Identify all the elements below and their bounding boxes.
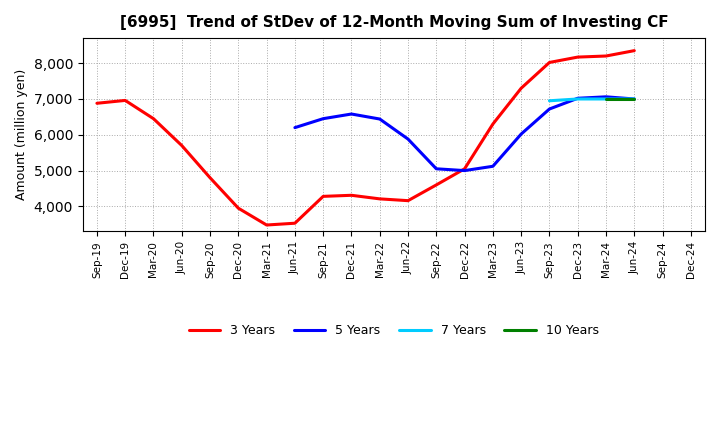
3 Years xyxy=(630,48,639,53)
5 Years xyxy=(460,168,469,173)
3 Years xyxy=(177,143,186,148)
3 Years xyxy=(121,98,130,103)
3 Years xyxy=(517,86,526,91)
3 Years xyxy=(319,194,328,199)
5 Years xyxy=(375,117,384,122)
3 Years xyxy=(432,182,441,187)
3 Years xyxy=(291,220,300,226)
3 Years xyxy=(602,53,611,59)
5 Years xyxy=(573,95,582,101)
3 Years xyxy=(404,198,413,203)
7 Years xyxy=(545,98,554,103)
7 Years xyxy=(630,96,639,102)
3 Years xyxy=(375,196,384,202)
5 Years xyxy=(347,111,356,117)
7 Years xyxy=(602,96,611,102)
5 Years xyxy=(319,116,328,121)
5 Years xyxy=(489,164,498,169)
3 Years xyxy=(489,121,498,127)
3 Years xyxy=(460,166,469,172)
Line: 5 Years: 5 Years xyxy=(295,97,634,171)
Line: 7 Years: 7 Years xyxy=(549,99,634,101)
Title: [6995]  Trend of StDev of 12-Month Moving Sum of Investing CF: [6995] Trend of StDev of 12-Month Moving… xyxy=(120,15,668,30)
Y-axis label: Amount (million yen): Amount (million yen) xyxy=(15,69,28,200)
3 Years xyxy=(93,101,102,106)
5 Years xyxy=(432,166,441,172)
3 Years xyxy=(262,222,271,227)
Legend: 3 Years, 5 Years, 7 Years, 10 Years: 3 Years, 5 Years, 7 Years, 10 Years xyxy=(184,319,603,342)
5 Years xyxy=(291,125,300,130)
5 Years xyxy=(404,136,413,142)
3 Years xyxy=(545,60,554,65)
3 Years xyxy=(573,55,582,60)
5 Years xyxy=(630,96,639,102)
Line: 3 Years: 3 Years xyxy=(97,51,634,225)
5 Years xyxy=(517,132,526,137)
5 Years xyxy=(545,106,554,112)
10 Years xyxy=(602,96,611,102)
10 Years xyxy=(630,96,639,102)
3 Years xyxy=(206,175,215,180)
3 Years xyxy=(347,193,356,198)
7 Years xyxy=(573,96,582,102)
5 Years xyxy=(602,94,611,99)
3 Years xyxy=(149,116,158,121)
3 Years xyxy=(234,205,243,211)
